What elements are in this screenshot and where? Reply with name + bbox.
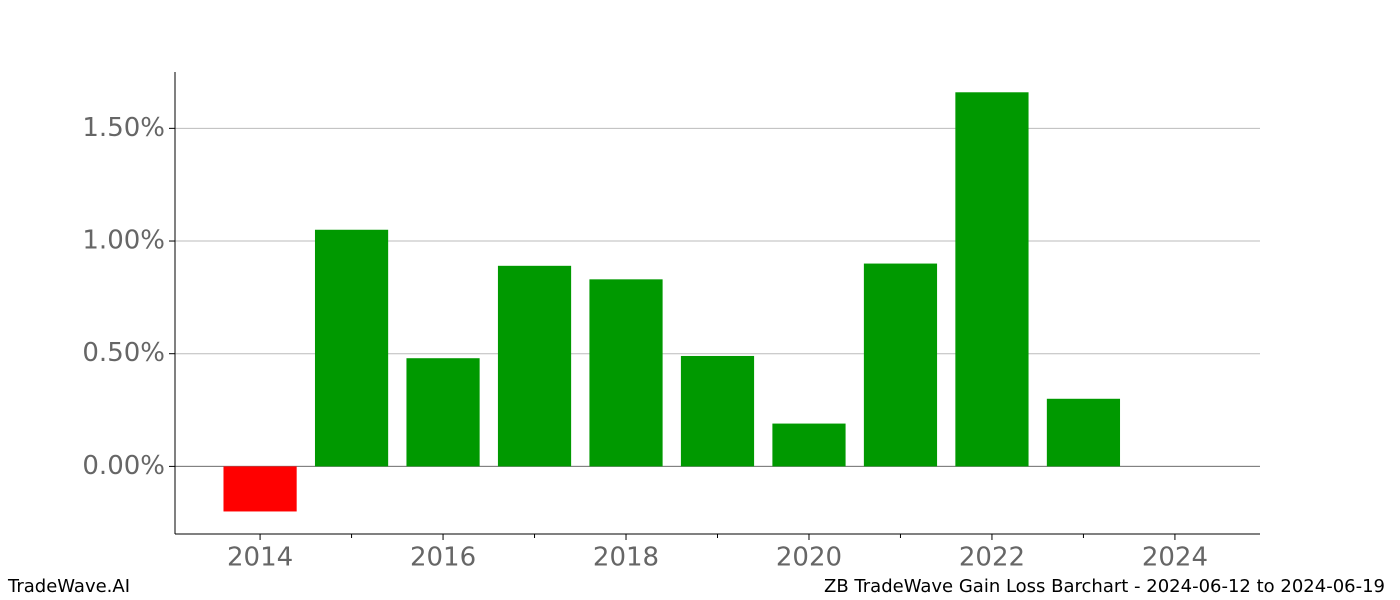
x-tick-label: 2024 bbox=[1142, 543, 1208, 573]
footer-right: ZB TradeWave Gain Loss Barchart - 2024-0… bbox=[824, 576, 1385, 597]
y-tick-label: 1.00% bbox=[82, 226, 165, 256]
bar bbox=[772, 423, 846, 467]
x-tick-label: 2014 bbox=[227, 543, 293, 573]
x-tick-label: 2016 bbox=[410, 543, 476, 573]
bar bbox=[497, 265, 572, 467]
bar bbox=[955, 92, 1029, 467]
footer-left: TradeWave.AI bbox=[7, 576, 130, 597]
x-tick-label: 2022 bbox=[959, 543, 1025, 573]
bar bbox=[680, 355, 755, 467]
x-tick-label: 2018 bbox=[593, 543, 659, 573]
y-tick-label: 1.50% bbox=[82, 113, 165, 143]
bar bbox=[863, 263, 938, 467]
bar bbox=[1046, 398, 1121, 467]
y-tick-label: 0.00% bbox=[82, 451, 165, 481]
y-tick-label: 0.50% bbox=[82, 338, 165, 368]
x-tick-label: 2020 bbox=[776, 543, 842, 573]
bar bbox=[314, 229, 389, 467]
bar bbox=[223, 466, 297, 512]
bar bbox=[589, 279, 663, 467]
bar bbox=[406, 358, 480, 467]
